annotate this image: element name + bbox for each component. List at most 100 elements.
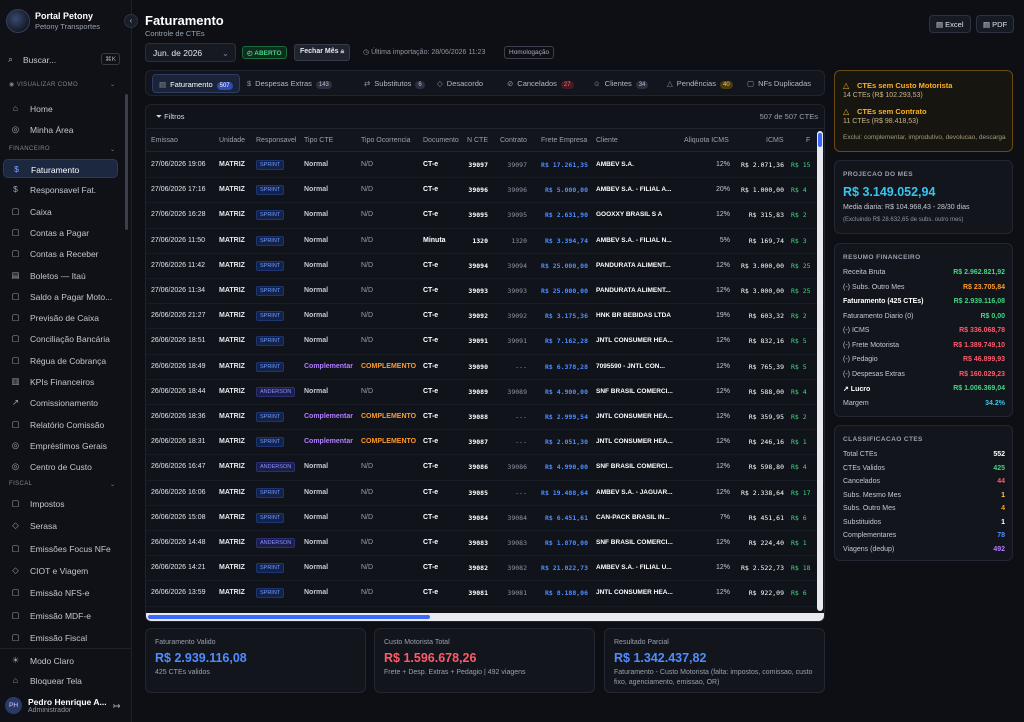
sidebar-item-comissionamento[interactable]: ↗ Comissionamento [3, 393, 118, 412]
sidebar-item-previs-o-de-caixa[interactable]: ▢ Previsão de Caixa [3, 308, 118, 327]
tab-icon: ⇄ [364, 79, 371, 88]
line-value: 4 [1001, 505, 1005, 512]
sidebar-item-boletos-ita-[interactable]: ▤ Boletos — Itaú [3, 266, 118, 285]
table-cell: R$ 2 [791, 211, 807, 220]
sidebar-item-contas-a-pagar[interactable]: ▢ Contas a Pagar [3, 223, 118, 242]
column-header[interactable]: Tipo CTE [304, 137, 334, 144]
table-row[interactable]: 27/06/2026 19:06 MATRIZ SPRINT Normal N/D CT-… [146, 153, 824, 179]
sidebar-scrollbar[interactable] [125, 94, 128, 230]
tab-clientes[interactable]: ☺ Clientes 34 [587, 74, 654, 93]
table-row[interactable]: 26/06/2026 14:21 MATRIZ SPRINT Normal N/D CT-… [146, 556, 824, 582]
sidebar-item-home[interactable]: ⌂ Home [3, 99, 118, 118]
column-header[interactable]: Cliente [596, 137, 618, 144]
last-import: ◷ Última importação: 28/06/2026 11:23 [363, 49, 486, 56]
tab-substitutos[interactable]: ⇄ Substitutos 6 [358, 74, 431, 93]
tab-pend-ncias[interactable]: △ Pendências 40 [661, 74, 739, 93]
card-value: R$ 1.342.437,82 [614, 651, 707, 665]
column-header[interactable]: Emissao [151, 137, 178, 144]
line-label: Total CTEs [843, 451, 878, 458]
avatar[interactable]: PH [5, 697, 22, 714]
table-row[interactable]: 26/06/2026 13:59 MATRIZ SPRINT Normal N/D CT-… [146, 581, 824, 607]
sidebar-item-impostos[interactable]: ▢ Impostos [3, 494, 118, 513]
sidebar-item-faturamento[interactable]: $ Faturamento [3, 159, 118, 178]
table-row[interactable]: 27/06/2026 11:42 MATRIZ SPRINT Normal N/D CT-… [146, 254, 824, 279]
sidebar-item-emiss-o-mdf-e[interactable]: ▢ Emissão MDF-e [3, 606, 118, 625]
table-row[interactable]: 27/06/2026 16:28 MATRIZ SPRINT Normal N/D CT-… [146, 203, 824, 229]
sidebar-item-contas-a-receber[interactable]: ▢ Contas a Receber [3, 244, 118, 263]
column-header[interactable]: Frete Empresa [541, 137, 588, 144]
collapse-sidebar-button[interactable]: ‹ [124, 14, 138, 28]
section-financeiro[interactable]: FINANCEIRO ⌄ [9, 146, 116, 153]
sidebar-item-relat-rio-comiss-o[interactable]: ▢ Relatório Comissão [3, 415, 118, 434]
table-horizontal-scrollbar[interactable] [146, 613, 824, 621]
column-header[interactable]: Tipo Ocorrencia [361, 137, 411, 144]
scroll-thumb[interactable] [148, 615, 430, 619]
card-subtitle: 425 CTEs validos [155, 669, 210, 676]
column-header[interactable]: Unidade [219, 137, 246, 144]
tab-faturamento[interactable]: ▤ Faturamento 507 [152, 74, 240, 93]
sidebar-item-empr-stimos-gerais[interactable]: ◎ Empréstimos Gerais [3, 436, 118, 455]
table-row[interactable]: 26/06/2026 18:44 MATRIZ ANDERSON Normal N/D C… [146, 380, 824, 405]
sidebar-item-emiss-es-focus-nfe[interactable]: ▢ Emissões Focus NFe [3, 539, 118, 558]
export-excel-button[interactable]: ▤ Excel [929, 15, 971, 33]
table-row[interactable]: 27/06/2026 11:50 MATRIZ SPRINT Normal N/D Min… [146, 229, 824, 254]
table-vertical-scrollbar[interactable] [817, 131, 823, 611]
table-cell: Normal [304, 161, 329, 168]
table-row[interactable]: 26/06/2026 18:51 MATRIZ SPRINT Normal N/D CT-… [146, 329, 824, 355]
export-pdf-button[interactable]: ▤ PDF [976, 15, 1015, 33]
table-row[interactable]: 27/06/2026 17:16 MATRIZ SPRINT Normal N/D CT-… [146, 178, 824, 204]
column-header[interactable]: Documento [423, 137, 459, 144]
table-row[interactable]: 26/06/2026 15:08 MATRIZ SPRINT Normal N/D CT-… [146, 506, 824, 531]
sidebar-item-kpis-financeiros[interactable]: ▥ KPIs Financeiros [3, 372, 118, 391]
table-cell: MATRIZ [219, 362, 245, 370]
sidebar-item-caixa[interactable]: ▢ Caixa [3, 202, 118, 221]
scroll-thumb[interactable] [818, 133, 822, 147]
sidebar-item-label: Régua de Cobrança [30, 355, 107, 366]
sidebar-item-minha-rea[interactable]: ◎ Minha Área [3, 120, 118, 139]
tab-despesas-extras[interactable]: $ Despesas Extras 143 [241, 74, 338, 93]
table-row[interactable]: 26/06/2026 18:49 MATRIZ SPRINT Complementar… [146, 355, 824, 380]
sidebar-item-saldo-a-pagar-moto-[interactable]: ▢ Saldo a Pagar Moto... [3, 287, 118, 306]
table-row[interactable]: 26/06/2026 16:47 MATRIZ ANDERSON Normal N/D C… [146, 455, 824, 481]
bloquear-tela-button[interactable]: ⌂ Bloquear Tela [3, 671, 118, 690]
table-row[interactable]: 26/06/2026 18:36 MATRIZ SPRINT Complementar… [146, 405, 824, 431]
table-cell: JNTL CONSUMER HEA... [596, 589, 673, 597]
column-header[interactable]: N CTE [467, 137, 488, 144]
line-label: Receita Bruta [843, 269, 886, 276]
table-row[interactable]: 26/06/2026 16:06 MATRIZ SPRINT Normal N/D CT-… [146, 481, 824, 506]
table-cell: SPRINT [256, 437, 285, 448]
summary-line: ↗ Lucro R$ 1.006.369,04 [843, 385, 1005, 397]
tab-cancelados[interactable]: ⊘ Cancelados 27 [501, 74, 580, 93]
filters-button[interactable]: ⏷ Filtros [156, 112, 185, 121]
section-fiscal[interactable]: FISCAL ⌄ [9, 481, 116, 488]
environment-badge: Homologação [504, 46, 555, 59]
nav-icon: ▢ [11, 498, 20, 508]
column-header[interactable]: Responsavel [256, 137, 297, 144]
table-row[interactable]: 27/06/2026 11:34 MATRIZ SPRINT Normal N/D CT-… [146, 279, 824, 305]
fechar-mes-button[interactable]: Fechar Mês 🔒︎ [294, 44, 351, 61]
sidebar-item-responsavel-fat-[interactable]: $ Responsavel Fat. [3, 180, 118, 199]
column-header[interactable]: F [806, 137, 811, 144]
column-header[interactable]: ICMS [766, 137, 784, 144]
sidebar-item-concilia-o-banc-ria[interactable]: ▢ Conciliação Bancária [3, 329, 118, 348]
sidebar-item-emiss-o-nfs-e[interactable]: ▢ Emissão NFS-e [3, 583, 118, 602]
table-row[interactable]: 26/06/2026 21:27 MATRIZ SPRINT Normal N/D CT-… [146, 304, 824, 330]
table-row[interactable]: 26/06/2026 14:48 MATRIZ ANDERSON Normal N/D C… [146, 531, 824, 557]
tab-nfs-duplicadas[interactable]: ▢ NFs Duplicadas [747, 79, 812, 88]
card-value: R$ 1.596.678,26 [384, 651, 477, 665]
table-cell: MATRIZ [219, 539, 245, 546]
table-row[interactable]: 26/06/2026 18:31 MATRIZ SPRINT Complementar… [146, 430, 824, 456]
sidebar-item-emiss-o-fiscal[interactable]: ▢ Emissão Fiscal [3, 628, 118, 647]
sidebar-item-serasa[interactable]: ◇ Serasa [3, 516, 118, 535]
column-header[interactable]: Contrato [500, 137, 527, 144]
tab-desacordo[interactable]: ◇ Desacordo [437, 79, 484, 88]
sidebar-item-centro-de-custo[interactable]: ◎ Centro de Custo [3, 457, 118, 476]
month-select[interactable]: Jun. de 2026 ⌄ [145, 43, 236, 62]
sidebar-item-r-gua-de-cobran-a[interactable]: ▢ Régua de Cobrança [3, 351, 118, 370]
modo-claro-toggle[interactable]: ☀ Modo Claro [11, 655, 74, 666]
visualizar-como-toggle[interactable]: ◉ VISUALIZAR COMO ⌄ [9, 82, 116, 88]
sidebar-search[interactable]: ⌕ Buscar... ⌘K [8, 53, 120, 67]
column-header[interactable]: Aliquota ICMS [684, 137, 729, 144]
sidebar-item-ciot-e-viagem[interactable]: ◇ CIOT e Viagem [3, 561, 118, 580]
logout-icon[interactable]: ↦ [113, 701, 121, 711]
